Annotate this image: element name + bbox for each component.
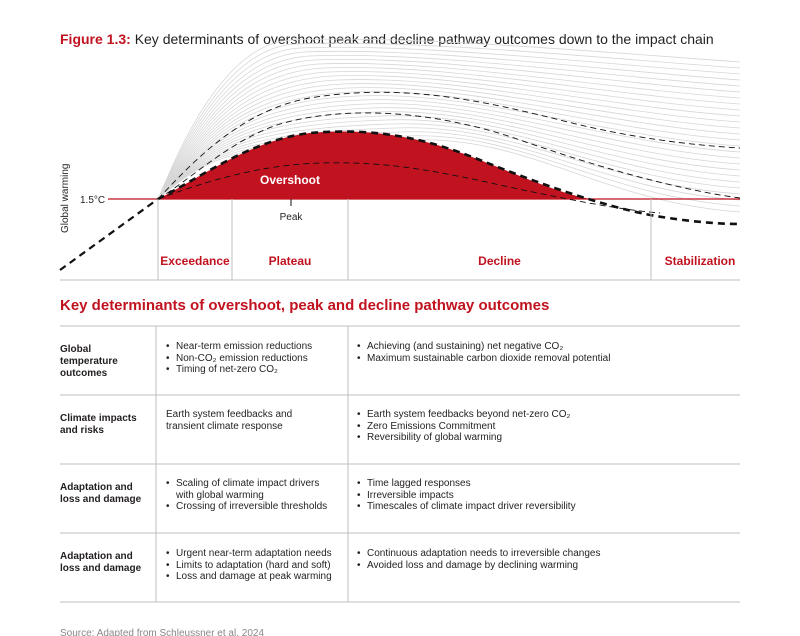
table-heading: Key determinants of overshoot, peak and … [60,297,550,314]
fan-line [157,71,741,200]
peak-label: Peak [280,212,304,223]
list-item: Loss and damage at peak warming [166,571,344,583]
list-item: Timescales of climate impact driver reve… [357,501,737,513]
cell-line: transient climate response [166,420,283,432]
stage-exceedance: Exceedance [160,254,230,268]
cell-temperature-right: Achieving (and sustaining) net negative … [357,341,737,364]
cell-adaptation-2-left: Urgent near-term adaptation needs Limits… [166,548,344,583]
cell-adaptation-1-right: Time lagged responses Irreversible impac… [357,478,737,513]
list-item: Near-term emission reductions [166,341,344,353]
list-item: Irreversible impacts [357,490,737,502]
pathway-upper-1 [157,91,741,200]
list-item: Achieving (and sustaining) net negative … [357,341,737,353]
fan-line [157,91,741,200]
row-label-adaptation-1: Adaptation and loss and damage [60,482,142,505]
fan-line [157,115,741,200]
list-item: Reversibility of global warming [357,432,737,444]
list-item: Zero Emissions Commitment [357,421,737,433]
stage-plateau: Plateau [268,254,312,268]
fan-line [157,67,741,200]
fan-line [157,54,741,200]
row-label-adaptation-2: Adaptation and loss and damage [60,551,142,574]
threshold-label: 1.5°C [80,195,105,206]
fan-line [157,131,741,201]
table-rules [60,325,740,603]
fan-line [157,123,741,200]
list-item: Urgent near-term adaptation needs [166,548,344,560]
pre-exceedance-trend [59,198,159,271]
pathway-upper-2 [157,112,741,200]
figure-title: Figure 1.3: Key determinants of overshoo… [60,31,714,47]
fan-line [157,38,741,200]
fan-line [157,107,741,200]
list-item: Maximum sustainable carbon dioxide remov… [357,353,737,365]
fan-line [157,75,741,200]
source-note: Source: Adapted from Schleussner et al. … [60,628,265,636]
list-item: Avoided loss and damage by declining war… [357,560,737,572]
list-item: Time lagged responses [357,478,737,490]
cell-adaptation-1-left: Scaling of climate impact drivers with g… [166,478,344,513]
cell-adaptation-2-right: Continuous adaptation needs to irreversi… [357,548,737,571]
stage-decline: Decline [478,254,521,268]
fan-line [157,83,741,200]
list-item: Timing of net-zero CO₂ [166,364,344,376]
figure-number: Figure 1.3: [60,31,131,47]
list-item: Crossing of irreversible thresholds [166,501,344,513]
row-label-temperature: Global temperature outcomes [60,344,118,379]
y-axis-label: Global warming [60,164,71,233]
list-item: with global warming [176,489,264,501]
figure-title-text: Key determinants of overshoot peak and d… [134,31,714,47]
list-item: Continuous adaptation needs to irreversi… [357,548,737,560]
fan-line [157,119,741,200]
fan-line [157,87,741,200]
cell-impacts-right: Earth system feedbacks beyond net-zero C… [357,409,737,444]
fan-line [157,63,741,200]
cell-temperature-left: Near-term emission reductions Non-CO₂ em… [166,341,344,376]
fan-line [157,46,741,200]
list-item: Earth system feedbacks beyond net-zero C… [357,409,737,421]
stage-dividers [157,199,652,280]
pathway-central [157,130,741,226]
fan-line [157,79,741,200]
list-item: Non-CO₂ emission reductions [166,353,344,365]
overshoot-label: Overshoot [260,173,320,187]
fan-line [157,58,741,200]
stage-stabilization: Stabilization [664,254,736,268]
pathway-lower [157,162,661,214]
fan-line [157,50,741,200]
cell-impacts-left: Earth system feedbacks and transient cli… [166,409,344,432]
fan-line [157,111,741,200]
fan-line [157,99,741,200]
list-item: Scaling of climate impact drivers [166,478,344,490]
cell-line: Earth system feedbacks and [166,409,293,420]
list-item: Limits to adaptation (hard and soft) [166,560,344,572]
overshoot-area [158,131,590,199]
fan-line [157,95,741,200]
fan-line [157,127,741,200]
row-label-impacts: Climate impacts and risks [60,413,137,436]
fan-line [157,42,741,200]
